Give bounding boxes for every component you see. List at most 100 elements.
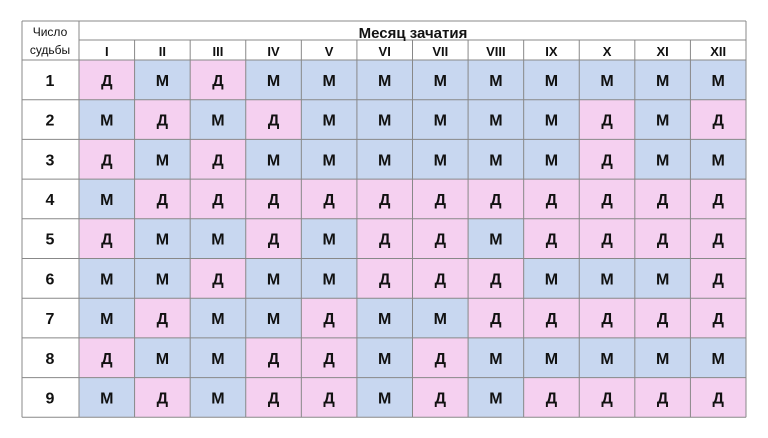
table-cell: Д: [212, 192, 224, 209]
table-cell: Д: [435, 271, 447, 288]
table-cell: М: [489, 232, 502, 249]
table-grid: [21, 20, 747, 418]
table-cell-bg: [412, 60, 469, 100]
table-cell: М: [322, 232, 335, 249]
table-cell-bg: [134, 218, 191, 259]
table-cell-bg: [134, 179, 191, 219]
table-cell-bg: [690, 298, 746, 338]
table-cell: Д: [657, 192, 669, 209]
table-cell-bg: [523, 99, 580, 140]
table-cell-bg: [301, 179, 357, 219]
table-cell: М: [545, 271, 558, 288]
table-cell: М: [267, 73, 280, 90]
table-cell: Д: [268, 113, 280, 130]
table-cell-bg: [468, 298, 524, 338]
table-cell: Д: [379, 271, 391, 288]
fate-number: 8: [46, 351, 55, 368]
table-cell: М: [211, 311, 224, 328]
table-cell-bg: [356, 60, 413, 100]
month-header: VIII: [486, 44, 506, 59]
table-cell: Д: [601, 311, 613, 328]
table-cell: Д: [435, 351, 447, 368]
table-cell-bg: [245, 337, 302, 378]
table-cell-bg: [523, 60, 580, 100]
fate-number-header-line2: судьбы: [30, 43, 70, 57]
table-cell-bg: [301, 218, 357, 259]
table-cell-bg: [190, 298, 246, 338]
table-cell-bg: [523, 179, 580, 219]
table-cell-bg: [356, 139, 413, 180]
fate-number: 9: [46, 390, 55, 407]
table-cell: М: [156, 152, 169, 169]
table-cell-bg: [190, 99, 246, 140]
table-cell: Д: [323, 390, 335, 407]
table-cell: Д: [379, 192, 391, 209]
table-cell-bg: [579, 337, 635, 378]
fate-number: 6: [46, 271, 55, 288]
table-cell-bg: [245, 258, 302, 299]
table-cell: Д: [157, 192, 169, 209]
table-cell-bg: [79, 298, 135, 338]
table-cell: Д: [713, 271, 725, 288]
month-header: I: [105, 44, 109, 59]
table-cell-bg: [468, 60, 524, 100]
table-cell-bg: [190, 218, 246, 259]
fate-number: 2: [46, 113, 55, 130]
table-cell: М: [545, 113, 558, 130]
table-cell-bg: [134, 99, 191, 140]
table-cell: М: [211, 113, 224, 130]
conception-month-header: Месяц зачатия: [359, 25, 468, 42]
table-cell-bg: [79, 337, 135, 378]
table-cell: М: [712, 351, 725, 368]
table-text: Число судьбы Месяц зачатия Д М Д М М М М М М М М М 1…: [30, 25, 726, 407]
table-cell-bg: [690, 218, 746, 259]
table-cell: М: [656, 271, 669, 288]
table-cell: Д: [268, 351, 280, 368]
table-cell-bg: [579, 377, 635, 418]
table-cell: М: [322, 152, 335, 169]
table-cell-bg: [301, 139, 357, 180]
table-cell-bg: [301, 258, 357, 299]
month-header: V: [325, 44, 334, 59]
table-cell: Д: [546, 311, 558, 328]
table-cell-bg: [356, 179, 413, 219]
table-cell: М: [712, 152, 725, 169]
table-cell-bg: [634, 298, 691, 338]
table-cell: Д: [546, 390, 558, 407]
table-cell: Д: [601, 152, 613, 169]
table-cell: Д: [268, 232, 280, 249]
table-cell: Д: [101, 351, 113, 368]
fate-number: 3: [46, 152, 55, 169]
table-cell: М: [322, 113, 335, 130]
month-header: XI: [656, 44, 668, 59]
table-cell-bg: [690, 258, 746, 299]
table-cell-bg: [634, 258, 691, 299]
table-cell-bg: [579, 218, 635, 259]
table-cell-bg: [190, 60, 246, 100]
table-cell-bg: [468, 99, 524, 140]
table-cell: Д: [212, 152, 224, 169]
table-cells: [79, 60, 746, 418]
table-cell-bg: [412, 377, 469, 418]
table-cell: М: [156, 232, 169, 249]
table-cell: М: [489, 152, 502, 169]
table-cell: М: [656, 73, 669, 90]
table-cell: М: [211, 232, 224, 249]
table-cell: Д: [657, 311, 669, 328]
table-cell: М: [322, 271, 335, 288]
table-cell-bg: [301, 337, 357, 378]
table-cell-bg: [134, 139, 191, 180]
table-cell-bg: [245, 60, 302, 100]
table-cell-bg: [356, 298, 413, 338]
table-cell: Д: [490, 311, 502, 328]
table-cell-bg: [634, 99, 691, 140]
table-cell-bg: [579, 60, 635, 100]
table-cell-bg: [356, 337, 413, 378]
table-cell-bg: [79, 139, 135, 180]
table-cell: Д: [101, 73, 113, 90]
fate-number-header-line1: Число: [33, 25, 68, 39]
table-cell: М: [378, 311, 391, 328]
table-cell: М: [100, 192, 113, 209]
table-cell: Д: [490, 192, 502, 209]
table-cell: М: [489, 351, 502, 368]
